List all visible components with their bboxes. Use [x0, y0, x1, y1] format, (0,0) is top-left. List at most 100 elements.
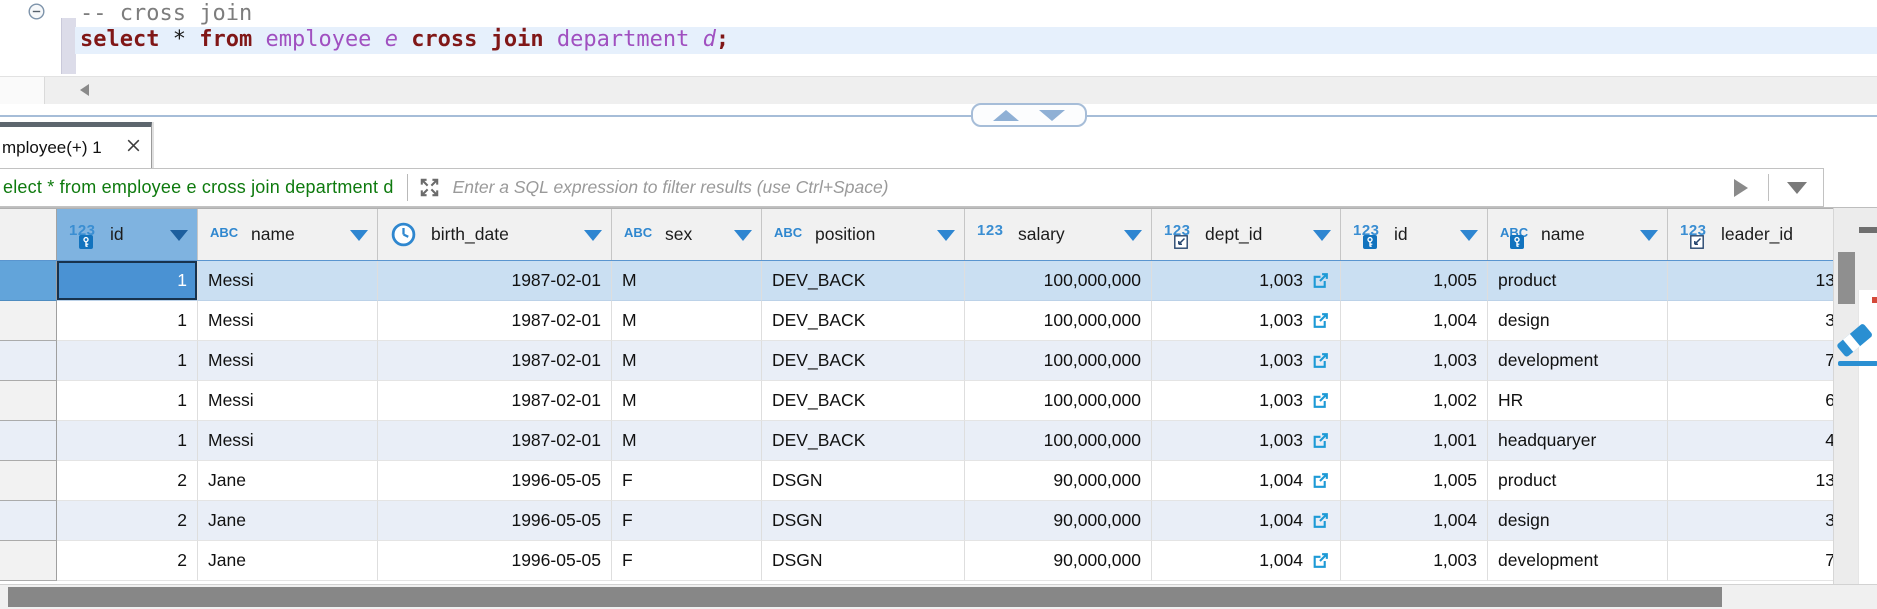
fk-navigate-icon[interactable]: [1311, 431, 1330, 450]
column-filter-arrow-icon[interactable]: [350, 229, 368, 241]
grid-cell[interactable]: development: [1488, 541, 1668, 581]
grid-cell[interactable]: 3: [1668, 301, 1833, 341]
grid-cell[interactable]: 1,004: [1152, 461, 1341, 501]
grid-cell[interactable]: DEV_BACK: [762, 301, 965, 341]
grid-cell[interactable]: Messi: [198, 261, 378, 301]
fk-navigate-icon[interactable]: [1311, 391, 1330, 410]
grid-cell[interactable]: 1,003: [1341, 341, 1488, 381]
grid-cell[interactable]: Jane: [198, 541, 378, 581]
filter-input[interactable]: Enter a SQL expression to filter results…: [452, 177, 889, 197]
column-header-id[interactable]: 123 id: [57, 209, 198, 260]
grid-cell[interactable]: DEV_BACK: [762, 261, 965, 301]
grid-cell[interactable]: F: [612, 501, 762, 541]
grid-cell[interactable]: 4: [1668, 421, 1833, 461]
grid-cell[interactable]: Jane: [198, 501, 378, 541]
column-header-name[interactable]: ABC name: [198, 209, 378, 260]
grid-cell[interactable]: 7: [1668, 541, 1833, 581]
grid-cell[interactable]: 1: [57, 341, 198, 381]
column-header-position[interactable]: ABC position: [762, 209, 965, 260]
grid-cell[interactable]: development: [1488, 341, 1668, 381]
sql-editor[interactable]: -- cross join select * from employee e c…: [0, 0, 1877, 76]
grid-cell[interactable]: 100,000,000: [965, 261, 1152, 301]
grid-cell[interactable]: DEV_BACK: [762, 421, 965, 461]
grid-cell[interactable]: 1,001: [1341, 421, 1488, 461]
filter-history-dropdown-icon[interactable]: [1787, 181, 1807, 194]
grid-cell[interactable]: M: [612, 301, 762, 341]
expand-filter-icon[interactable]: [417, 175, 442, 200]
grid-cell[interactable]: 6: [1668, 381, 1833, 421]
grid-cell[interactable]: 1,003: [1341, 541, 1488, 581]
results-grid[interactable]: 123 id ABC name birth_date ABC sex ABC position 1…: [0, 208, 1833, 584]
column-filter-arrow-icon[interactable]: [1124, 229, 1142, 241]
column-header-birth_date[interactable]: birth_date: [378, 209, 612, 260]
grid-cell[interactable]: Messi: [198, 341, 378, 381]
grid-cell[interactable]: 1: [57, 261, 198, 301]
grid-cell[interactable]: DSGN: [762, 541, 965, 581]
row-header[interactable]: [0, 461, 57, 501]
right-panel-handle[interactable]: [1859, 227, 1877, 233]
column-header-id[interactable]: 123 id: [1341, 209, 1488, 260]
grid-cell[interactable]: DSGN: [762, 461, 965, 501]
grid-cell[interactable]: 1,003: [1152, 381, 1341, 421]
grid-cell[interactable]: 2: [57, 461, 198, 501]
column-filter-arrow-icon[interactable]: [170, 229, 188, 241]
row-header[interactable]: [0, 421, 57, 461]
grid-cell[interactable]: HR: [1488, 381, 1668, 421]
grid-cell[interactable]: Messi: [198, 301, 378, 341]
grid-cell[interactable]: 100,000,000: [965, 301, 1152, 341]
grid-cell[interactable]: 90,000,000: [965, 461, 1152, 501]
column-filter-arrow-icon[interactable]: [1640, 229, 1658, 241]
row-header[interactable]: [0, 381, 57, 421]
grid-cell[interactable]: 13: [1668, 261, 1833, 301]
grid-cell[interactable]: M: [612, 381, 762, 421]
column-header-salary[interactable]: 123 salary: [965, 209, 1152, 260]
grid-cell[interactable]: F: [612, 541, 762, 581]
grid-cell[interactable]: 1,003: [1152, 301, 1341, 341]
panel-splitter-handle[interactable]: [971, 103, 1087, 127]
editor-horizontal-scrollbar[interactable]: [0, 76, 1877, 104]
erase-filter-icon[interactable]: [1834, 321, 1877, 374]
grid-cell[interactable]: headquaryer: [1488, 421, 1668, 461]
grid-cell[interactable]: product: [1488, 461, 1668, 501]
column-header-sex[interactable]: ABC sex: [612, 209, 762, 260]
row-header[interactable]: [0, 261, 57, 301]
grid-cell[interactable]: M: [612, 261, 762, 301]
grid-cell[interactable]: DEV_BACK: [762, 381, 965, 421]
grid-cell[interactable]: 1,005: [1341, 461, 1488, 501]
grid-cell[interactable]: Jane: [198, 461, 378, 501]
column-filter-arrow-icon[interactable]: [1460, 229, 1478, 241]
splitter-collapse-up-icon[interactable]: [993, 109, 1019, 121]
grid-cell[interactable]: 13: [1668, 461, 1833, 501]
grid-cell[interactable]: 90,000,000: [965, 541, 1152, 581]
column-filter-arrow-icon[interactable]: [1313, 229, 1331, 241]
vertical-scrollbar-thumb[interactable]: [1838, 252, 1855, 304]
grid-cell[interactable]: Messi: [198, 421, 378, 461]
fk-navigate-icon[interactable]: [1311, 271, 1330, 290]
grid-cell[interactable]: 100,000,000: [965, 421, 1152, 461]
grid-cell[interactable]: DSGN: [762, 501, 965, 541]
grid-cell[interactable]: 1987-02-01: [378, 421, 612, 461]
fk-navigate-icon[interactable]: [1311, 551, 1330, 570]
row-header[interactable]: [0, 541, 57, 581]
grid-cell[interactable]: 1996-05-05: [378, 541, 612, 581]
grid-cell[interactable]: 1,005: [1341, 261, 1488, 301]
grid-cell[interactable]: 1996-05-05: [378, 461, 612, 501]
grid-cell[interactable]: 1,003: [1152, 261, 1341, 301]
grid-cell[interactable]: Messi: [198, 381, 378, 421]
grid-cell[interactable]: 1,004: [1341, 301, 1488, 341]
grid-cell[interactable]: design: [1488, 301, 1668, 341]
row-header[interactable]: [0, 301, 57, 341]
grid-cell[interactable]: 1,004: [1341, 501, 1488, 541]
grid-cell[interactable]: 1: [57, 421, 198, 461]
scroll-left-arrow-icon[interactable]: [80, 84, 89, 96]
grid-cell[interactable]: product: [1488, 261, 1668, 301]
grid-cell[interactable]: 1987-02-01: [378, 261, 612, 301]
grid-cell[interactable]: M: [612, 341, 762, 381]
grid-cell[interactable]: 1,004: [1152, 501, 1341, 541]
grid-vertical-scrollbar[interactable]: [1833, 208, 1858, 584]
row-header[interactable]: [0, 341, 57, 381]
grid-cell[interactable]: 1987-02-01: [378, 381, 612, 421]
fk-navigate-icon[interactable]: [1311, 471, 1330, 490]
grid-cell[interactable]: 1996-05-05: [378, 501, 612, 541]
grid-cell[interactable]: 2: [57, 541, 198, 581]
